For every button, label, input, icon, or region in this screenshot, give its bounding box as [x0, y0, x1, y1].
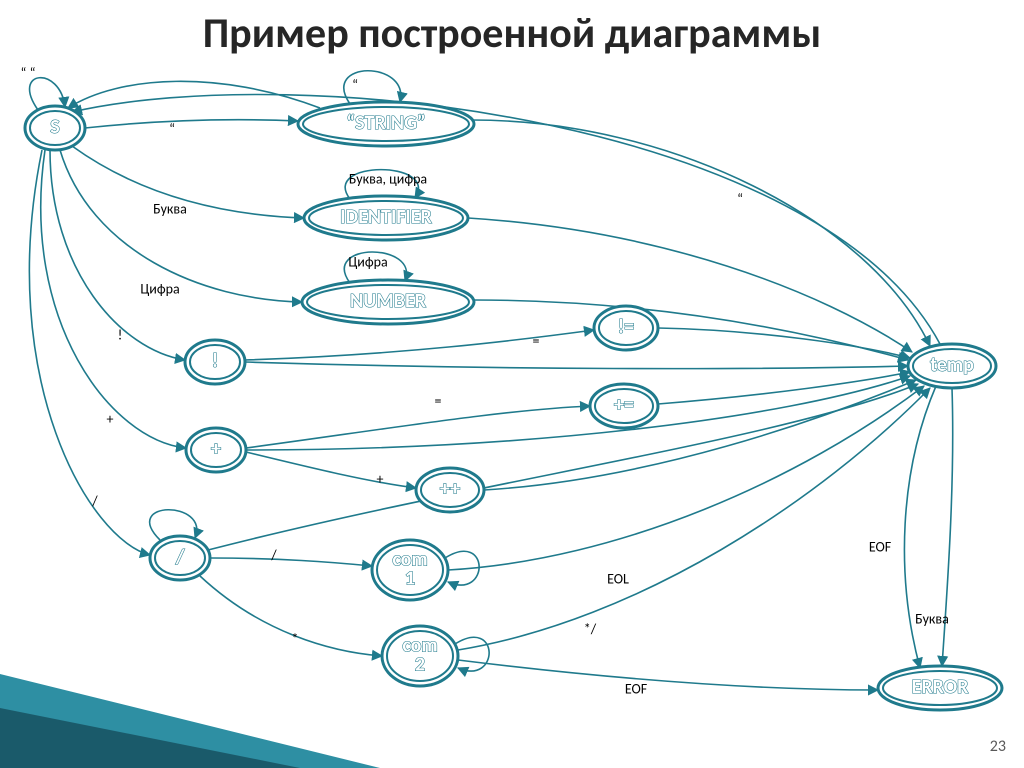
node-plusplus: ++: [416, 468, 484, 512]
node-temp: temp: [908, 344, 996, 388]
edge-label-S-S: “ “: [21, 64, 36, 81]
node-label-STRING: “STRING”: [346, 111, 425, 135]
edge-label-S-NUMBER: Цифра: [140, 280, 179, 297]
edge-label-plus-pluseq: =: [435, 392, 442, 409]
edge-com2-ERROR: [458, 660, 878, 690]
edge-label-com1-temp: EOL: [607, 570, 629, 587]
edge-label-STRING-STRING: “: [352, 76, 358, 93]
edge-com1-temp: [448, 386, 924, 570]
edge-label-temp-ERROR: EOF: [869, 538, 892, 555]
edge-temp-S: [72, 94, 940, 344]
node-label-neq: !=: [618, 315, 635, 339]
node-slash: /: [150, 536, 210, 580]
node-label-com2: 2: [415, 652, 425, 676]
node-STRING: “STRING”: [298, 102, 474, 146]
edge-label-slash-com1: /: [270, 546, 277, 563]
node-NUMBER: NUMBER: [302, 280, 474, 324]
edge-labels-layer: “ Буква Цифра! + / “ “ “ Буква, цифра Цифра “ = = + /…: [21, 64, 949, 697]
edge-S-IDENTIFIER: [72, 146, 304, 218]
node-label-ERROR: ERROR: [912, 675, 970, 699]
node-label-com1: 1: [405, 566, 415, 590]
node-neq: !=: [594, 306, 658, 350]
node-label-IDENTIFIER: IDENTIFIER: [340, 205, 432, 229]
edge-com2-temp: [458, 388, 930, 650]
edge-slash-com1: [210, 558, 372, 566]
node-label-plus: +: [211, 437, 221, 461]
edge-S-STRING: [85, 120, 298, 128]
edge-S-NUMBER: [60, 150, 302, 302]
node-label-slash: /: [175, 545, 185, 569]
edge-label-IDENTIFIER-IDENTIFIER: Буква, цифра: [349, 170, 427, 187]
edge-label-com2-ERROR: EOF: [625, 680, 648, 697]
edge-bang-neq: [245, 330, 594, 360]
node-label-NUMBER: NUMBER: [350, 289, 427, 313]
edge-com2-com2: [455, 637, 489, 671]
node-bang: !: [185, 340, 245, 384]
edge-S-slash: [29, 150, 150, 555]
edge-label-S-bang: !: [118, 326, 123, 343]
slide-number: 23: [990, 737, 1006, 756]
edge-label-bang-neq: =: [533, 332, 540, 349]
node-label-bang: !: [212, 349, 219, 373]
node-pluseq: +=: [590, 384, 658, 428]
edge-slash-temp: [208, 384, 918, 550]
edge-label-S-IDENTIFIER: Буква: [153, 200, 187, 217]
edge-plus-plusplus: [246, 452, 416, 488]
node-label-pluseq: +=: [614, 393, 634, 417]
node-label-plusplus: ++: [440, 477, 460, 501]
edge-label-STRING-temp: “: [737, 190, 743, 207]
edge-plus-temp: [246, 376, 910, 450]
node-label-S: S: [50, 115, 59, 139]
edges-layer: [29, 71, 952, 690]
edge-label-S-slash: /: [91, 492, 98, 509]
node-ERROR: ERROR: [878, 666, 1002, 710]
edge-label-S-plus: +: [107, 410, 114, 427]
edge-label-com2-temp: */: [584, 620, 597, 637]
edge-label-NUMBER-NUMBER: Цифра: [348, 253, 387, 270]
footer-decoration: [0, 638, 380, 768]
node-plus: +: [186, 428, 246, 472]
edge-bang-temp: [245, 362, 908, 369]
node-com1: com1: [372, 540, 448, 600]
edge-S-plus: [41, 150, 186, 448]
node-IDENTIFIER: IDENTIFIER: [304, 196, 468, 240]
edge-plus-pluseq: [246, 406, 590, 448]
edge-neq-temp: [658, 328, 910, 358]
edge-label-temp-ERROR: Буква: [915, 610, 949, 627]
edge-label-S-STRING: “: [169, 120, 175, 137]
edge-label-plus-plusplus: +: [377, 470, 384, 487]
node-S: S: [25, 106, 85, 150]
node-label-temp: temp: [930, 353, 974, 377]
edge-NUMBER-temp: [474, 300, 908, 360]
edge-STRING-temp: [472, 120, 930, 346]
node-com2: com2: [382, 626, 458, 686]
